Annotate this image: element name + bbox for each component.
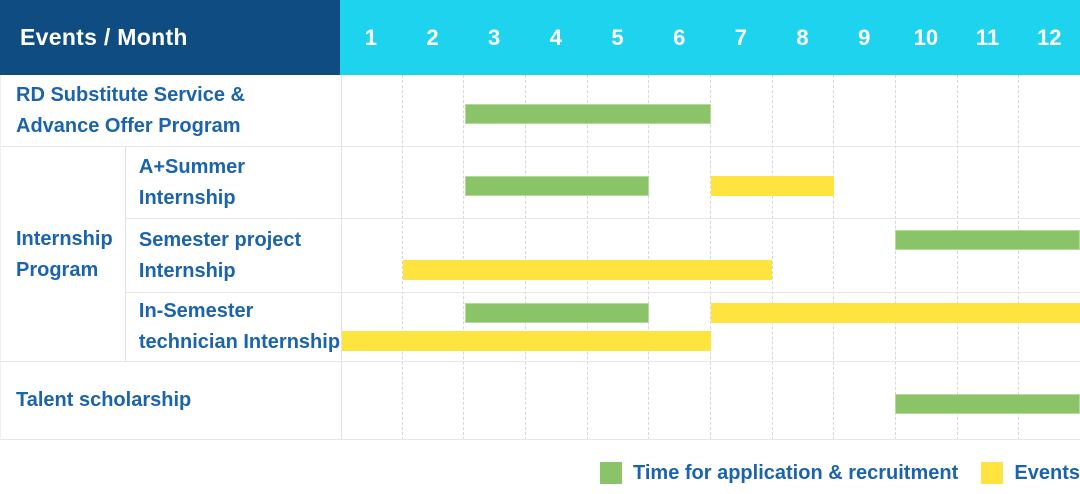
month-label: 6 — [673, 24, 686, 50]
month-label: 11 — [975, 24, 1000, 50]
table-header-row: Events / Month 1 2 3 4 5 6 7 8 9 10 11 12 — [0, 0, 1080, 75]
gantt-bar-recruitment — [464, 303, 650, 324]
gantt-bar-recruitment — [464, 175, 650, 196]
row-label-line: Advance Offer Program — [16, 114, 241, 137]
legend-label: Events — [1014, 461, 1080, 484]
month-label: 4 — [549, 24, 562, 50]
header-title: Events / Month — [20, 24, 188, 50]
month-label: 9 — [858, 24, 871, 50]
month-label: 1 — [364, 24, 377, 50]
legend-label: Time for application & recruitment — [633, 461, 959, 484]
month-label: 2 — [426, 24, 439, 50]
row-label: RD Substitute Service & Advance Offer Pro… — [1, 75, 341, 146]
month-label: 3 — [488, 24, 501, 50]
row-label-line: Talent scholarship — [16, 389, 192, 411]
legend-item-recruitment: Time for application & recruitment — [600, 462, 958, 485]
row-label-line: Internship — [138, 186, 236, 209]
legend-swatch-recruitment — [600, 462, 622, 484]
table-body: RD Substitute Service & Advance Offer Pro… — [0, 75, 1080, 440]
row-label-line: A+Summer — [138, 155, 246, 178]
month-label: 7 — [734, 24, 747, 50]
row-chart-area — [340, 219, 1080, 293]
table-row: In-Semester technician Internship — [1, 293, 1080, 362]
group-label-cell: Internship Program — [0, 147, 124, 362]
header-title-cell: Events / Month — [0, 0, 340, 75]
group-label-line: Internship — [16, 227, 113, 250]
row-chart-area — [340, 75, 1080, 146]
row-chart-area — [340, 362, 1080, 439]
sub-row-label: A+Summer Internship — [124, 147, 341, 219]
row-chart-area — [340, 147, 1080, 219]
month-label: 12 — [1036, 24, 1062, 50]
sub-row-label: Semester project Internship — [124, 219, 341, 293]
gantt-bar-event — [403, 259, 773, 280]
row-label-line: RD Substitute Service & — [16, 83, 245, 106]
gantt-bar-event — [341, 331, 711, 352]
row-label-line: Internship — [138, 259, 236, 282]
table-row: Semester project Internship — [1, 219, 1080, 293]
month-label: 8 — [796, 24, 809, 50]
legend-swatch-event — [981, 462, 1004, 484]
row-label-line: technician Internship — [138, 331, 341, 353]
table-row: RD Substitute Service & Advance Offer Pro… — [1, 75, 1080, 147]
gantt-bar-event — [710, 175, 834, 196]
row-label-line: In-Semester — [138, 300, 254, 322]
table-row: Talent scholarship — [1, 362, 1080, 440]
month-label: 10 — [913, 24, 939, 50]
table-row: A+Summer Internship — [1, 147, 1080, 219]
legend: Time for application & recruitment Events — [600, 460, 1080, 486]
group-label-line: Program — [16, 258, 99, 281]
month-header-strip: 1 2 3 4 5 6 7 8 9 10 11 12 — [340, 0, 1080, 75]
month-label: 5 — [611, 24, 624, 50]
gantt-bar-recruitment — [464, 103, 711, 124]
row-label-line: Semester project — [138, 228, 302, 251]
sub-row-label: In-Semester technician Internship — [124, 293, 341, 361]
legend-item-event: Events — [981, 462, 1080, 485]
row-label: Talent scholarship — [1, 362, 341, 439]
row-chart-area — [340, 293, 1080, 361]
gantt-bar-recruitment — [895, 229, 1080, 250]
gantt-bar-event — [710, 303, 1080, 324]
gantt-bar-recruitment — [895, 393, 1080, 414]
